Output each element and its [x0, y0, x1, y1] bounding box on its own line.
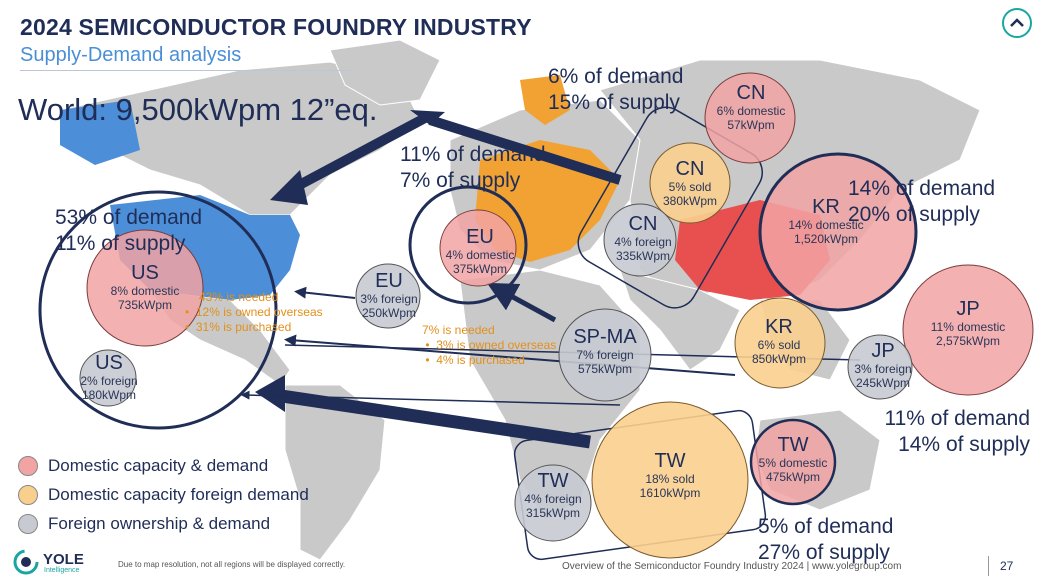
us-domestic-bubble: US 8% domestic 735kWpm [110, 262, 180, 312]
europe-notes: 7% is needed • 3% is owned overseas • 4%… [422, 323, 557, 367]
taiwan-stats: 5% of demand 27% of supply [758, 514, 893, 566]
legend-item-foreign-demand: Domestic capacity foreign demand [18, 485, 309, 505]
legend: Domestic capacity & demand Domestic capa… [18, 456, 309, 534]
americas-demand: 53% of demand [55, 206, 203, 229]
americas-stats: 53% of demand 11% of supply [55, 205, 202, 257]
page-subtitle: Supply-Demand analysis [20, 44, 242, 66]
spma-bubble: SP-MA 7% foreign 575kWpm [573, 326, 637, 376]
yole-logo-text: YOLE [43, 551, 84, 568]
page-title: 2024 SEMICONDUCTOR FOUNDRY INDUSTRY [20, 14, 532, 40]
taiwan-demand: 5% of demand [758, 515, 894, 538]
cn-sold-bubble: CN 5% sold 380kWpm [662, 158, 718, 208]
korea-demand: 14% of demand [848, 177, 996, 200]
eu-domestic-bubble: EU 4% domestic 375kWpm [445, 226, 515, 276]
yole-logo-subtext: Intelligence [44, 567, 80, 574]
americas-ring [38, 190, 278, 430]
us-foreign-bubble: US 2% foreign 180kWpm [80, 352, 138, 402]
china-stats: 6% of demand 15% of supply [548, 64, 683, 116]
jp-domestic-bubble: JP 11% domestic 2,575kWpm [930, 298, 1006, 348]
korea-ring [758, 152, 918, 312]
legend-item-foreign-ownership: Foreign ownership & demand [18, 514, 309, 534]
china-demand: 6% of demand [548, 65, 684, 88]
japan-demand: 11% of demand [884, 407, 1030, 430]
map-resolution-note: Due to map resolution, not all regions w… [118, 560, 346, 569]
jp-foreign-bubble: JP 3% foreign 245kWpm [854, 340, 912, 390]
legend-item-domestic: Domestic capacity & demand [18, 456, 309, 476]
europe-demand: 11% of demand [400, 143, 546, 166]
china-supply: 15% of supply [548, 91, 680, 114]
tw-sold-bubble: TW 18% sold 1610kWpm [639, 450, 701, 500]
europe-ring [408, 185, 528, 305]
alaska-region [60, 100, 140, 165]
legend-swatch-foreign-ownership [18, 514, 38, 534]
title-divider [20, 70, 350, 71]
source-text: Overview of the Semiconductor Foundry In… [562, 561, 902, 572]
scandinavia-region [520, 75, 570, 125]
scroll-up-button[interactable] [1002, 8, 1032, 38]
taiwan-supply: 27% of supply [758, 541, 890, 564]
korea-stats: 14% of demand 20% of supply [848, 176, 995, 228]
page-number: 27 [1000, 559, 1014, 573]
cn-foreign-bubble: CN 4% foreign 335kWpm [614, 213, 672, 263]
americas-supply: 11% of supply [55, 232, 186, 255]
eu-foreign-bubble: EU 3% foreign 250kWpm [360, 270, 418, 320]
legend-swatch-foreign-demand [18, 485, 38, 505]
tw-domestic-bubble: TW 5% domestic 475kWpm [758, 434, 828, 484]
kr-domestic-bubble: KR 14% domestic 1,520kWpm [788, 196, 864, 246]
world-capacity-label: World: 9,500kWpm 12”eq. [18, 92, 378, 127]
japan-stats: 11% of demand 14% of supply [870, 406, 1030, 458]
kr-sold-bubble: KR 6% sold 850kWpm [751, 316, 807, 366]
footer-divider [988, 556, 989, 576]
cn-domestic-bubble: CN 6% domestic 57kWpm [716, 82, 786, 132]
legend-swatch-domestic [18, 456, 38, 476]
flow-arrows [240, 110, 861, 449]
japan-supply: 14% of supply [898, 433, 1030, 456]
chevron-up-icon [1010, 18, 1024, 27]
europe-supply: 7% of supply [400, 169, 521, 192]
tw-foreign-bubble: TW 4% foreign 315kWpm [524, 470, 582, 520]
yole-logo-icon [13, 549, 39, 575]
americas-notes: 43% is needed • 12% is owned overseas • … [185, 290, 323, 334]
korea-supply: 20% of supply [848, 203, 980, 226]
europe-stats: 11% of demand 7% of supply [400, 142, 546, 194]
